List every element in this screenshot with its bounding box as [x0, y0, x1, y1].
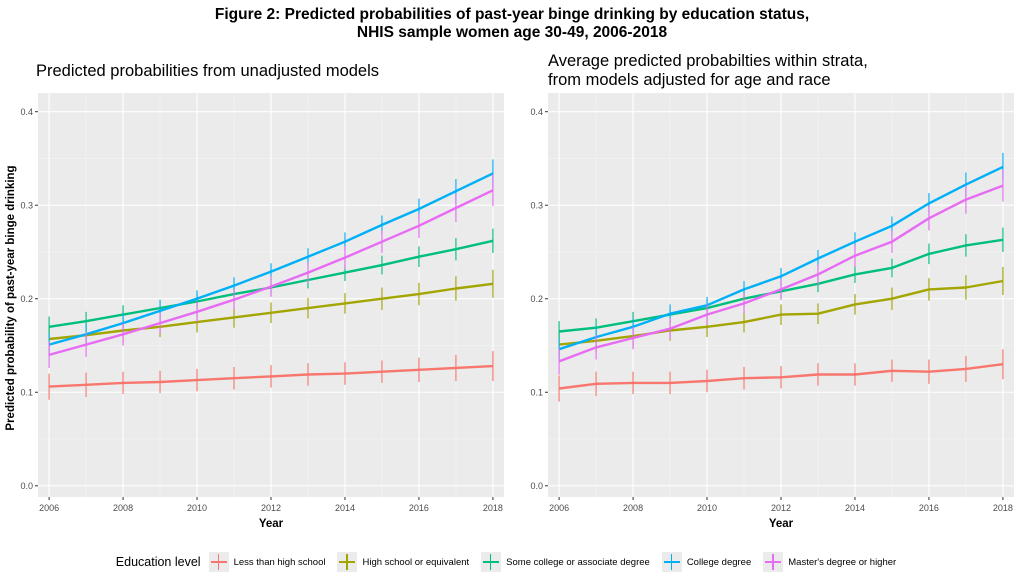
right-y-tick-label: 0.4	[530, 107, 543, 117]
left-x-tick-label: 2008	[113, 503, 133, 513]
legend-item: High school or equivalent	[337, 552, 469, 572]
left-chart-panel: 0.0 0.1 0.2 0.3 0.4 2006 2008 2010 2012 2014 2016 2…	[20, 93, 504, 530]
left-panel-title: Predicted probabilities from unadjusted …	[36, 62, 380, 80]
legend-label: Master's degree or higher	[788, 556, 897, 568]
left-x-tick-label: 2016	[409, 503, 429, 513]
legend-item: College degree	[661, 552, 752, 572]
right-x-tick-label: 2008	[623, 503, 643, 513]
right-chart-panel: 0.0 0.1 0.2 0.3 0.4 2006 2008 2010 2012 2014 2016 2…	[530, 93, 1014, 530]
figure-title: Figure 2: Predicted probabilities of pas…	[0, 6, 1024, 42]
left-y-tick-label: 0.3	[20, 200, 33, 210]
legend: Education level Less than high school Hig…	[0, 550, 1024, 574]
legend-item: Master's degree or higher	[763, 552, 896, 572]
right-y-tick-label: 0.3	[530, 200, 543, 210]
left-series-master-s-degree-or-higher	[48, 174, 494, 368]
right-x-axis-label: Year	[769, 518, 794, 530]
right-x-tick-label: 2016	[919, 503, 939, 513]
left-x-tick-label: 2018	[483, 503, 503, 513]
right-x-tick-label: 2014	[845, 503, 865, 513]
legend-key	[481, 552, 502, 572]
right-x-tick-label: 2006	[549, 503, 569, 513]
left-y-tick-label: 0.1	[20, 387, 33, 397]
right-x-tick-label: 2010	[697, 503, 717, 513]
left-x-tick-label: 2014	[335, 503, 355, 513]
left-y-tick-label: 0.2	[20, 294, 33, 304]
right-series-less-than-high-school	[558, 349, 1004, 402]
legend-key	[763, 552, 784, 572]
legend-label: College degree	[686, 556, 752, 568]
series-line	[558, 363, 1004, 390]
legend-key	[661, 552, 682, 572]
series-line	[558, 184, 1004, 363]
legend-item: Some college or associate degree	[481, 552, 650, 572]
left-series-less-than-high-school	[48, 351, 494, 400]
figure-title-line-1: Figure 2: Predicted probabilities of pas…	[214, 6, 810, 23]
legend-label: High school or equivalent	[362, 556, 470, 568]
figure-title-line-2: NHIS sample women age 30-49, 2006-2018	[356, 24, 668, 41]
legend-key	[337, 552, 358, 572]
right-y-tick-label: 0.0	[530, 481, 543, 491]
legend-title: Education level	[115, 555, 201, 569]
left-y-tick-label: 0.4	[20, 107, 33, 117]
legend-key	[208, 552, 229, 572]
left-x-axis-label: Year	[259, 518, 284, 530]
right-panel-title: Average predicted probabilties within st…	[548, 52, 868, 70]
series-line	[48, 189, 494, 357]
chart-plots: 0.0 0.1 0.2 0.3 0.4 2006 2008 2010 2012 2014 2016 2…	[20, 93, 1014, 530]
right-y-tick-label: 0.1	[530, 387, 543, 397]
series-line	[49, 364, 493, 388]
legend-item: Less than high school	[208, 552, 326, 572]
right-x-tick-label: 2012	[771, 503, 791, 513]
legend-label: Some college or associate degree	[506, 556, 650, 568]
right-x-tick-label: 2018	[993, 503, 1013, 513]
right-panel-subtitle: from models adjusted for age and race	[548, 71, 831, 89]
left-x-tick-label: 2006	[39, 503, 59, 513]
left-y-tick-label: 0.0	[20, 481, 33, 491]
left-x-tick-label: 2010	[187, 503, 207, 513]
left-x-tick-label: 2012	[261, 503, 281, 513]
right-y-tick-label: 0.2	[530, 294, 543, 304]
right-series-master-s-degree-or-higher	[558, 169, 1004, 375]
legend-label: Less than high school	[233, 556, 326, 568]
